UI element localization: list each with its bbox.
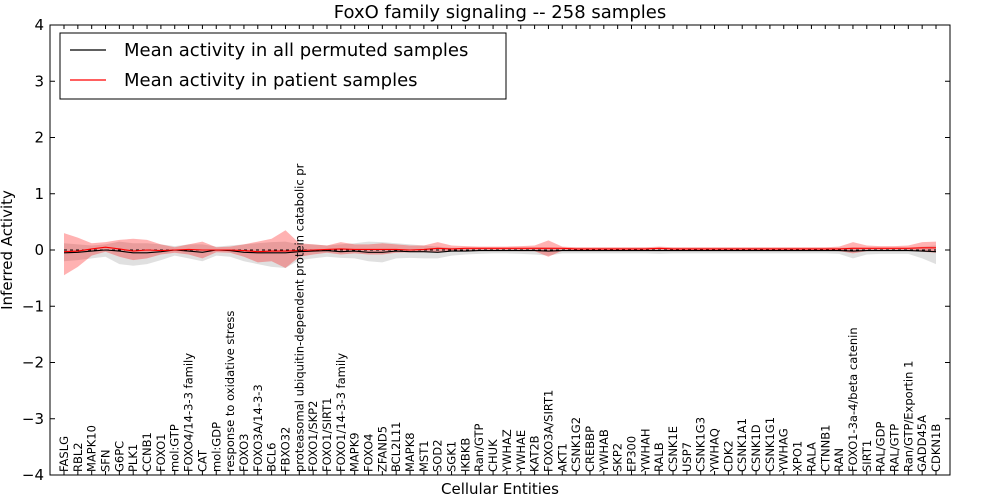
x-tick-label: USP7 bbox=[680, 442, 694, 472]
x-tick-label: RALB bbox=[652, 442, 666, 472]
x-tick-label: SGK1 bbox=[445, 441, 459, 472]
x-axis-label: Cellular Entities bbox=[441, 480, 559, 498]
y-tick-label: −3 bbox=[22, 410, 44, 428]
x-tick-label: MAPK8 bbox=[403, 432, 417, 472]
x-tick-label: KAT2B bbox=[528, 435, 542, 472]
x-tick-label: FOXO1 bbox=[154, 434, 168, 472]
x-tick-label: FOXO1/SKP2 bbox=[306, 401, 320, 472]
band-permuted bbox=[64, 241, 936, 268]
x-tick-label: FOXO3 bbox=[237, 434, 251, 472]
confidence-bands bbox=[64, 230, 936, 276]
x-tick-label: RALA bbox=[804, 442, 818, 472]
x-tick-label: CSNK1A1 bbox=[735, 418, 749, 472]
x-tick-label: EP300 bbox=[624, 436, 638, 472]
x-tick-label: FOXO1/14-3-3 family bbox=[334, 353, 348, 472]
x-tick-label: FOXO1-3a-4/beta catenin bbox=[846, 327, 860, 472]
x-tick-label: proteasomal ubiquitin-dependent protein … bbox=[292, 163, 306, 472]
y-tick-label: 1 bbox=[34, 185, 44, 203]
legend-box bbox=[59, 32, 507, 100]
x-tick-label: FOXO4/14-3-3 family bbox=[182, 353, 196, 472]
x-tick-label: CSNK1D bbox=[749, 424, 763, 472]
legend-label-patient: Mean activity in patient samples bbox=[124, 70, 418, 91]
legend-label-permuted: Mean activity in all permuted samples bbox=[124, 40, 468, 61]
band-patient bbox=[64, 230, 936, 276]
x-tick-label: SFN bbox=[99, 449, 113, 472]
x-tick-label: RAL/GTP bbox=[887, 424, 901, 472]
x-tick-label: YWHAZ bbox=[500, 429, 514, 473]
x-tick-label: CDK2 bbox=[721, 440, 735, 472]
x-tick-label: CAT bbox=[195, 449, 209, 472]
x-tick-label: FOXO3A/14-3-3 bbox=[251, 384, 265, 472]
x-tick-label: mol:GDP bbox=[209, 422, 223, 472]
x-tick-label: XPO1 bbox=[791, 441, 805, 472]
x-tick-label: FASLG bbox=[57, 436, 71, 472]
x-tick-label: MAPK9 bbox=[348, 432, 362, 472]
x-tick-label: FOXO1/SIRT1 bbox=[320, 397, 334, 472]
x-tick-label: CSNK1G3 bbox=[694, 417, 708, 472]
x-tick-label: CDKN1B bbox=[929, 424, 943, 472]
x-tick-label: YWHAB bbox=[597, 429, 611, 473]
x-tick-label: ZFAND5 bbox=[375, 426, 389, 472]
y-tick-label: 3 bbox=[34, 72, 44, 90]
x-tick-label: FBXO32 bbox=[278, 427, 292, 472]
x-tick-label: CCNB1 bbox=[140, 432, 154, 472]
y-axis: −4 −3 −2 −1 0 1 2 3 4 bbox=[22, 16, 950, 484]
x-tick-label: SKP2 bbox=[611, 443, 625, 472]
chart-title: FoxO family signaling -- 258 samples bbox=[334, 2, 666, 23]
x-tick-label: CTNNB1 bbox=[818, 425, 832, 472]
y-tick-label: 2 bbox=[34, 129, 44, 147]
x-tick-label: response to oxidative stress bbox=[223, 311, 237, 472]
x-tick-label: BCL6 bbox=[265, 443, 279, 472]
y-tick-label: −1 bbox=[22, 297, 44, 315]
x-tick-label: AKT1 bbox=[555, 443, 569, 472]
x-tick-label: FOXO3A/SIRT1 bbox=[541, 390, 555, 472]
x-tick-label: IKBKB bbox=[458, 438, 472, 472]
x-tick-label: Ran/GTP/Exportin 1 bbox=[901, 361, 915, 472]
y-tick-label: −4 bbox=[22, 466, 44, 484]
x-tick-label: MST1 bbox=[417, 440, 431, 472]
legend: Mean activity in all permuted samples Me… bbox=[59, 32, 507, 100]
y-axis-label: Inferred Activity bbox=[0, 190, 16, 310]
line-permuted-mean bbox=[63, 249, 937, 254]
x-tick-label: CSNK1G1 bbox=[763, 417, 777, 472]
x-tick-label: YWHAG bbox=[777, 428, 791, 473]
series-lines bbox=[63, 246, 937, 254]
line-patient-mean bbox=[63, 246, 936, 253]
x-tick-label: RAL/GDP bbox=[874, 422, 888, 472]
x-tick-label: FOXO4 bbox=[362, 434, 376, 472]
x-tick-label: CHUK bbox=[486, 439, 500, 472]
x-axis bbox=[63, 25, 937, 475]
x-tick-label: mol:GTP bbox=[168, 424, 182, 472]
y-tick-label: 0 bbox=[34, 241, 44, 259]
x-tick-label: G6PC bbox=[112, 441, 126, 472]
x-tick-label: BCL2L11 bbox=[389, 422, 403, 472]
x-tick-label: YWHAQ bbox=[708, 428, 722, 473]
x-tick-label: CREBBP bbox=[583, 426, 597, 472]
x-tick-label: RBL2 bbox=[71, 442, 85, 472]
x-tick-label: YWHAH bbox=[638, 428, 652, 473]
x-tick-label: MAPK10 bbox=[85, 425, 99, 472]
x-tick-labels: FASLG RBL2 MAPK10 SFN G6PC PLK1 CCNB1 FOXO1 mol:… bbox=[57, 163, 943, 473]
x-tick-label: CSNK1G2 bbox=[569, 417, 583, 472]
x-tick-label: RAN bbox=[832, 448, 846, 472]
x-tick-label: CSNK1E bbox=[666, 426, 680, 472]
x-tick-label: SOD2 bbox=[431, 439, 445, 472]
x-tick-label: YWHAE bbox=[514, 430, 528, 473]
x-tick-label: SIRT1 bbox=[860, 440, 874, 472]
y-tick-label: −2 bbox=[22, 354, 44, 372]
y-tick-label: 4 bbox=[34, 16, 44, 34]
x-tick-label: GADD45A bbox=[915, 415, 929, 472]
x-tick-label: Ran/GTP bbox=[472, 424, 486, 472]
x-tick-label: PLK1 bbox=[126, 444, 140, 472]
